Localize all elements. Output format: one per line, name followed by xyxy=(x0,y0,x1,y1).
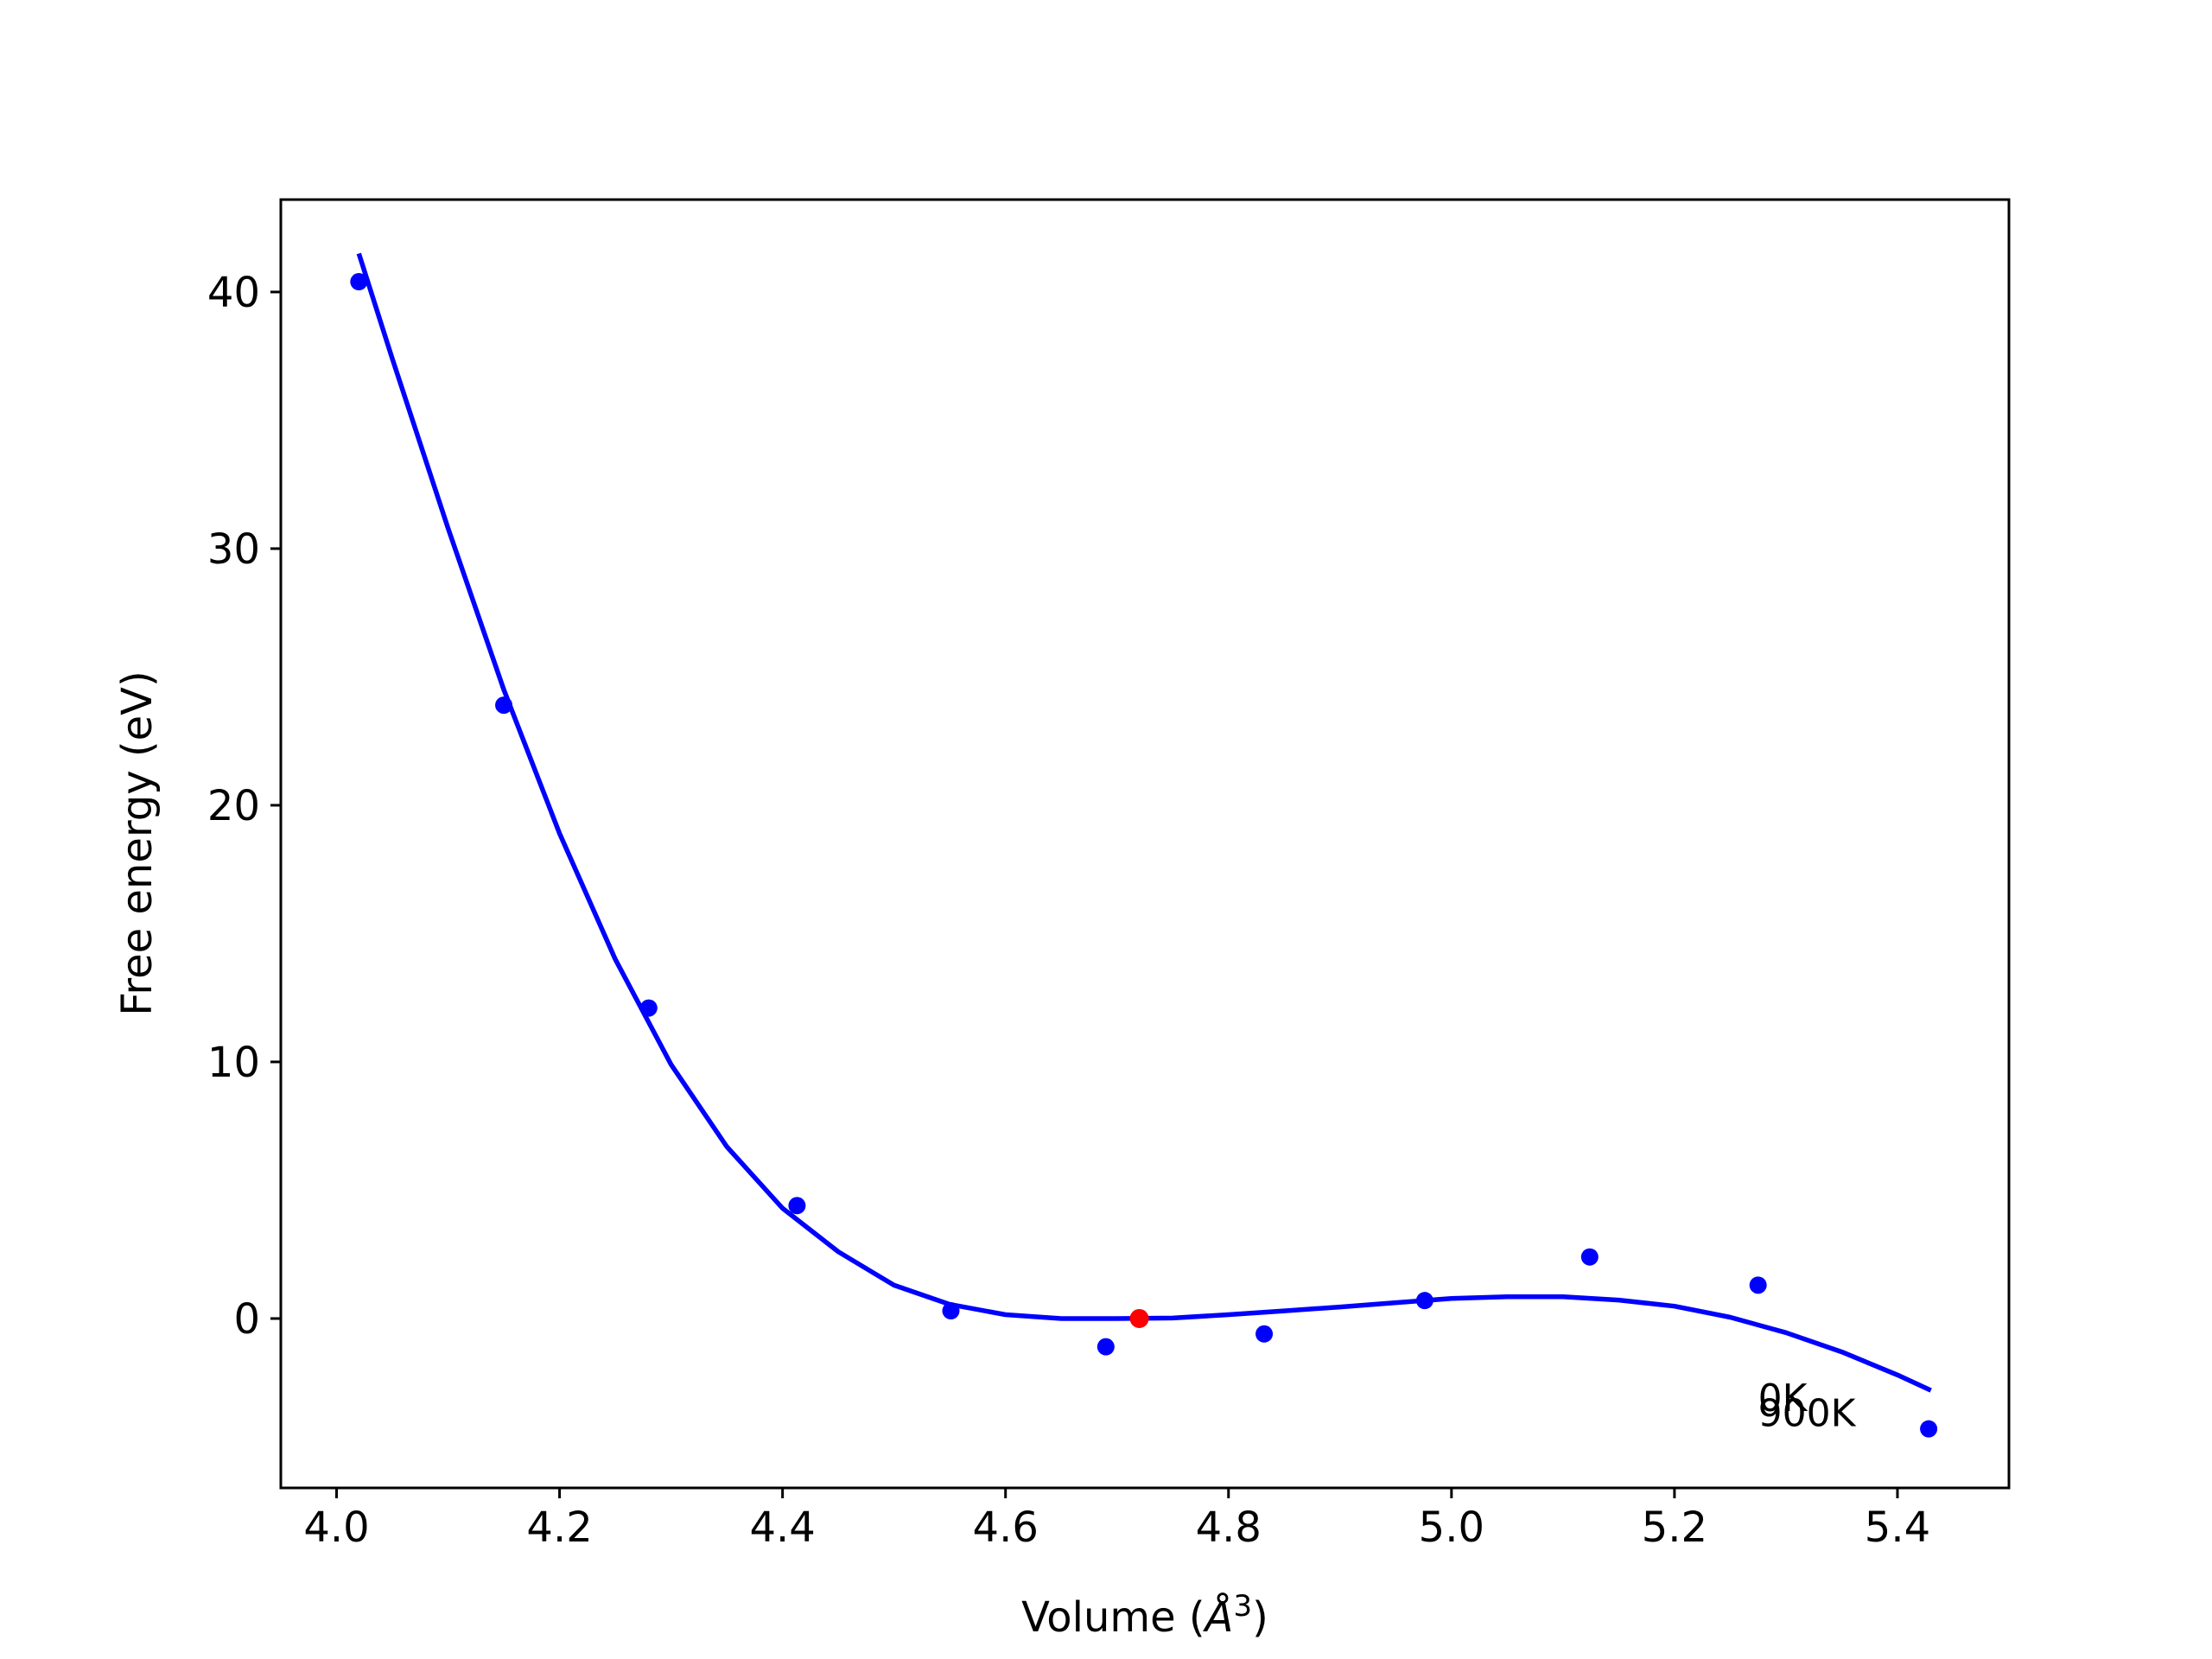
data-points-layer xyxy=(350,273,1938,1438)
data-point xyxy=(1096,1338,1115,1356)
plot-frame xyxy=(279,198,2011,1490)
x-tick-label: 4.2 xyxy=(526,1503,592,1552)
y-axis-title: Free energy (eV) xyxy=(113,671,162,1015)
x-axis-title-exponent: 3 xyxy=(1233,1589,1252,1624)
y-tick-label: 20 xyxy=(207,782,260,830)
data-point xyxy=(1415,1292,1433,1310)
temperature-annotation: 0K xyxy=(1758,1376,1808,1421)
x-tick-label: 4.0 xyxy=(303,1503,369,1552)
data-point xyxy=(639,999,658,1017)
x-tick-label: 5.0 xyxy=(1419,1503,1484,1552)
x-tick-label: 4.4 xyxy=(749,1503,815,1552)
x-axis-title: Volume (Å3) xyxy=(1021,1589,1268,1642)
x-axis-title-prefix: Volume ( xyxy=(1021,1593,1205,1642)
data-point xyxy=(1749,1276,1767,1294)
x-axis: 4.0 4.2 4.4 4.6 4.8 5.0 5.2 5.4 xyxy=(303,1488,1930,1552)
x-tick-label: 5.4 xyxy=(1865,1503,1930,1552)
x-tick-label: 4.8 xyxy=(1196,1503,1262,1552)
y-axis: 0 10 20 30 40 xyxy=(207,269,281,1344)
data-point xyxy=(350,273,368,291)
data-point xyxy=(495,696,513,715)
y-tick-label: 10 xyxy=(207,1039,260,1087)
temperature-annotation: 900K xyxy=(1758,1392,1857,1436)
data-point xyxy=(1255,1325,1274,1343)
y-tick-label: 40 xyxy=(207,269,260,317)
plot-area-background xyxy=(281,200,2009,1488)
y-tick-label: 30 xyxy=(207,525,260,574)
data-point xyxy=(942,1302,960,1320)
data-point xyxy=(1580,1248,1599,1266)
minimum-point xyxy=(1129,1308,1149,1328)
x-tick-label: 5.2 xyxy=(1642,1503,1707,1552)
y-tick-label: 0 xyxy=(233,1295,260,1344)
data-point xyxy=(1920,1420,1938,1438)
x-tick-label: 4.6 xyxy=(973,1503,1039,1552)
data-point xyxy=(788,1197,806,1215)
x-axis-title-suffix: ) xyxy=(1252,1593,1268,1642)
x-axis-title-symbol: Å xyxy=(1203,1592,1234,1642)
